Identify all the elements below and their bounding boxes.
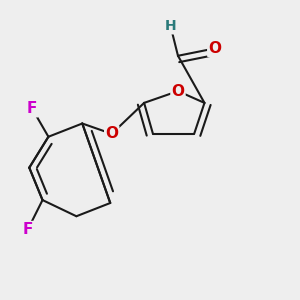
Text: H: H	[165, 19, 176, 33]
Text: O: O	[172, 84, 184, 99]
Text: F: F	[27, 101, 38, 116]
Text: O: O	[208, 41, 221, 56]
Text: F: F	[22, 222, 33, 237]
Text: O: O	[105, 126, 118, 141]
